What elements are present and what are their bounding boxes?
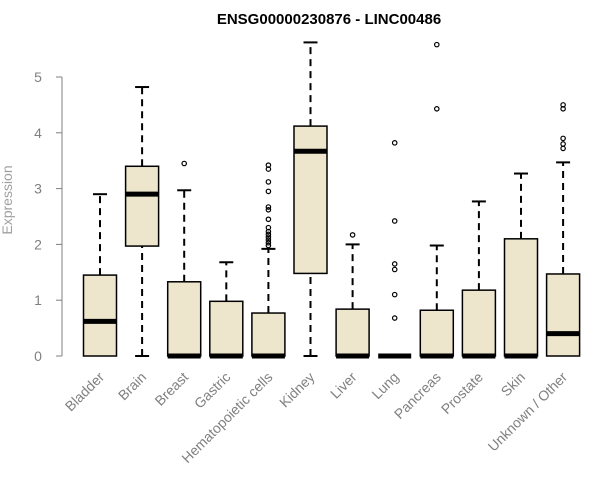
box [461, 289, 497, 357]
x-tick-label: Liver [327, 369, 360, 402]
box [293, 125, 328, 275]
outlier-point [391, 266, 398, 273]
x-tick-label: Brain [115, 369, 149, 403]
outlier-point [391, 218, 398, 224]
outlier-point [349, 232, 356, 238]
box [251, 312, 286, 357]
boxes-layer [82, 41, 581, 359]
box-group [503, 172, 539, 359]
outlier-point [560, 141, 566, 147]
outlier-point [265, 234, 272, 240]
outlier-point [433, 41, 440, 48]
y-axis: 0 1 2 3 4 5 [34, 69, 63, 364]
y-tick-label: 5 [34, 69, 42, 85]
outlier-point [391, 315, 398, 321]
box-group [293, 41, 328, 357]
box [82, 274, 118, 357]
box [545, 273, 581, 357]
x-tick-label: Kidney [276, 369, 318, 411]
outlier-point [433, 106, 440, 112]
y-tick-label: 0 [34, 348, 42, 364]
outlier-point [265, 207, 272, 213]
x-tick-label: Bladder [62, 369, 108, 415]
outlier-point [560, 135, 566, 142]
chart-title: ENSG00000230876 - LINC00486 [217, 11, 441, 28]
x-tick-label: Lung [368, 369, 401, 402]
y-tick-label: 3 [34, 181, 42, 197]
outlier-point [265, 224, 272, 231]
box-group [124, 86, 160, 357]
outlier-point [391, 140, 398, 146]
outlier-point [560, 145, 566, 152]
box-group [209, 261, 244, 359]
x-tick-label: Skin [498, 369, 529, 400]
outlier-point [265, 162, 272, 168]
y-tick-label: 1 [34, 292, 42, 308]
box-group [251, 162, 286, 359]
box-group [461, 200, 497, 359]
box [209, 300, 244, 357]
outlier-point [265, 216, 272, 223]
outlier-point [265, 179, 272, 185]
x-tick-label: Prostate [438, 369, 486, 417]
outlier-point [560, 102, 566, 108]
x-tick-label: Breast [151, 369, 191, 409]
y-axis-label: Expression [0, 165, 15, 234]
box-group [166, 160, 202, 359]
box [503, 238, 539, 357]
outlier-point [391, 261, 398, 267]
box-group [545, 102, 581, 357]
outlier-point [265, 239, 272, 246]
box-group [419, 41, 455, 359]
outlier-point [265, 188, 272, 195]
outlier-point [391, 291, 398, 298]
outlier-point [265, 231, 272, 238]
box [335, 308, 370, 357]
box-group [335, 232, 370, 359]
box-group [82, 193, 118, 357]
outlier-point [265, 242, 272, 249]
x-tick-label: Unknown / Other [485, 369, 571, 455]
y-tick-label: 4 [34, 125, 42, 141]
outlier-point [181, 160, 188, 167]
x-tick-label: Pancreas [391, 369, 444, 422]
box [166, 281, 202, 357]
box [124, 165, 160, 247]
box [419, 309, 455, 357]
outlier-point [265, 204, 272, 210]
y-tick-label: 2 [34, 236, 42, 252]
outlier-point [265, 237, 272, 243]
box-group [378, 140, 412, 359]
